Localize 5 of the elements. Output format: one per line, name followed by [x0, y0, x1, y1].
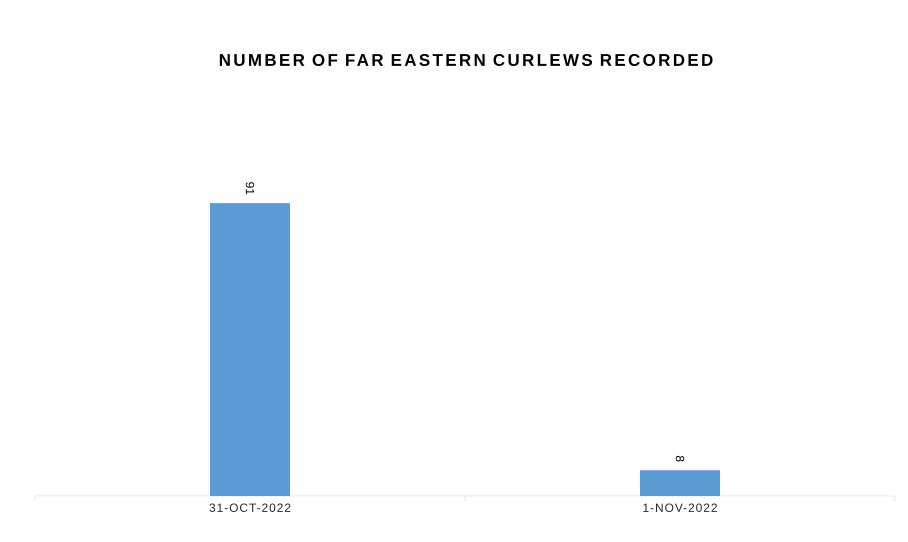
x-tick-label: 1-NOV-2022 — [643, 504, 717, 512]
chart-title: NUMBER OF FAR EASTERN CURLEWS RECORDED — [220, 54, 713, 66]
data-label: 91 — [246, 182, 254, 194]
data-label: 8 — [676, 456, 684, 462]
x-tick-label: 31-OCT-2022 — [209, 504, 290, 512]
